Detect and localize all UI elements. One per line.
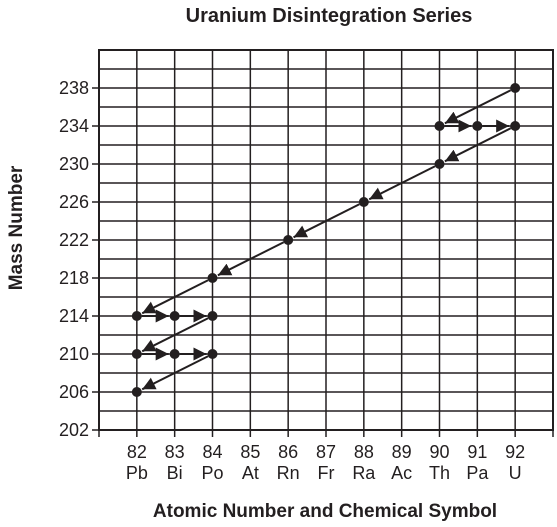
x-tick-symbol: Pb [126,463,148,483]
y-tick-label: 210 [59,344,89,364]
data-point [472,121,483,131]
y-tick-label: 218 [59,268,89,288]
x-tick-symbol: Fr [318,463,335,483]
x-tick-symbol: Pa [466,463,489,483]
x-tick-symbol: Ac [391,463,412,483]
data-point [131,349,142,359]
y-tick-label: 222 [59,230,89,250]
y-tick-label: 234 [59,116,89,136]
x-tick-symbol: Ra [352,463,376,483]
data-point [358,197,369,207]
y-tick-label: 230 [59,154,89,174]
data-point [207,349,218,359]
x-tick-symbol: Th [429,463,450,483]
x-tick-symbol: Rn [277,463,300,483]
x-tick-number: 84 [202,442,222,462]
decay-arrow [368,165,436,201]
data-point [131,311,142,321]
y-tick-label: 238 [59,78,89,98]
x-tick-number: 90 [429,442,449,462]
decay-arrow [217,241,285,277]
data-point [510,83,521,93]
decay-arrow [444,127,512,163]
y-tick-label: 226 [59,192,89,212]
x-tick-number: 91 [467,442,487,462]
decay-arrows [141,89,512,391]
decay-arrow [141,355,209,391]
y-tick-label: 214 [59,306,89,326]
x-tick-symbol: Bi [167,463,183,483]
data-point [434,159,445,169]
data-point [510,121,521,131]
data-point [169,311,180,321]
x-tick-number: 87 [316,442,336,462]
chart-title: Uranium Disintegration Series [186,5,473,27]
data-point [207,311,218,321]
x-tick-number: 92 [505,442,525,462]
data-point [283,235,294,245]
y-tick-label: 206 [59,382,89,402]
decay-arrow [293,203,360,239]
decay-arrow [141,279,209,315]
data-point [434,121,445,131]
y-tick-label: 202 [59,420,89,440]
data-point [207,273,218,283]
x-tick-number: 83 [165,442,185,462]
x-tick-symbol: U [509,463,522,483]
x-tick-number: 86 [278,442,298,462]
decay-arrow [444,89,512,125]
data-points [131,83,521,397]
x-tick-symbol: Po [201,463,223,483]
x-tick-symbol: At [242,463,259,483]
x-tick-number: 85 [240,442,260,462]
y-axis-title: Mass Number [6,165,27,290]
data-point [131,387,142,397]
grid [98,50,554,431]
x-tick-number: 89 [392,442,412,462]
decay-arrow [141,317,209,353]
x-axis-title: Atomic Number and Chemical Symbol [153,501,497,522]
x-tick-number: 88 [354,442,374,462]
x-tick-number: 82 [127,442,147,462]
data-point [169,349,180,359]
